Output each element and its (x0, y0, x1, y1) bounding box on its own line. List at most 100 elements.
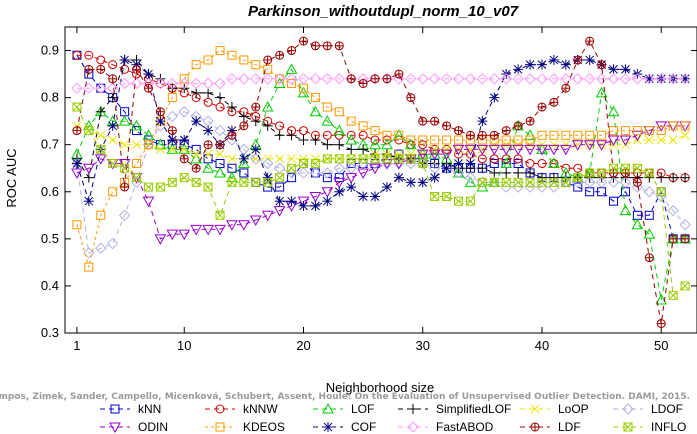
data-point-ldf (477, 130, 487, 140)
data-point-inflo (370, 154, 380, 164)
data-point-odin (249, 215, 262, 227)
data-point-inflo (632, 163, 642, 173)
legend-item-fastabod: FastABOD (398, 420, 494, 434)
data-point-inflo (561, 177, 571, 187)
data-point-odin (595, 140, 608, 151)
series-ldf (72, 36, 690, 329)
data-point-inflo (179, 173, 189, 183)
data-point-odin (548, 144, 560, 156)
data-point-knnw (215, 102, 225, 112)
data-point-loop (442, 145, 451, 154)
data-point-ldf (454, 126, 464, 136)
data-point-ldf (537, 102, 547, 112)
data-point-ldf (239, 121, 249, 131)
data-point-fastabod (190, 77, 202, 90)
data-point-knn (287, 173, 297, 183)
data-point-fastabod (309, 73, 322, 85)
data-point-fastabod (333, 73, 345, 85)
data-point-cof (381, 182, 392, 193)
data-point-lof (619, 204, 632, 216)
data-point-simplifiedlof (513, 167, 524, 178)
data-point-ldf (489, 130, 499, 140)
data-point-knnw (203, 97, 213, 107)
data-point-simplifiedlof (310, 134, 321, 145)
data-point-knnw (298, 126, 308, 136)
series-fastabod (71, 73, 691, 94)
data-point-fastabod (583, 73, 596, 85)
data-point-loop (573, 140, 583, 150)
data-point-odin (369, 163, 381, 175)
data-point-inflo (120, 163, 130, 173)
data-point-ldof (214, 124, 226, 137)
legend: kNN kNNW LOF SimplifiedLOF LoOP LDOF ODIN KDEOS… (100, 402, 686, 434)
y-tick-label: 0.8 (41, 90, 59, 105)
data-point-fastabod (273, 73, 286, 85)
data-point-fastabod (405, 73, 417, 85)
data-point-ldf (358, 78, 368, 88)
data-point-fastabod (524, 73, 536, 85)
data-point-fastabod (166, 77, 179, 90)
data-point-cof (179, 134, 190, 145)
data-point-fastabod (393, 73, 405, 85)
legend-label: LDF (558, 420, 581, 434)
data-point-ldof (166, 110, 179, 123)
data-point-kdeos (179, 74, 189, 84)
data-point-inflo (298, 159, 308, 169)
data-point-inflo (454, 196, 464, 206)
data-point-lof (500, 157, 513, 169)
data-point-loop (203, 149, 213, 159)
data-point-simplifiedlof (215, 92, 226, 103)
data-point-inflo (310, 159, 320, 169)
data-point-fastabod (476, 73, 489, 85)
legend-marker (322, 402, 334, 414)
data-point-lof (321, 115, 334, 126)
data-point-knnw (346, 130, 356, 140)
data-point-fastabod (297, 73, 310, 85)
data-point-kdeos (525, 135, 535, 145)
data-point-kdeos (215, 46, 225, 56)
data-point-ldof (452, 167, 465, 179)
data-point-inflo (191, 177, 201, 187)
data-point-fastabod (250, 73, 262, 85)
legend-item-cof: COF (313, 420, 376, 434)
data-point-loop (275, 154, 284, 164)
data-point-inflo (108, 159, 118, 169)
data-point-ldf (501, 126, 511, 136)
data-point-ldf (143, 83, 153, 93)
data-point-kdeos (358, 121, 368, 131)
data-point-lof (524, 129, 536, 140)
data-point-ldf (227, 130, 237, 140)
series-line-cof (76, 59, 686, 207)
data-point-knnw (334, 130, 344, 140)
data-point-inflo (215, 210, 225, 220)
data-point-ldof (595, 176, 608, 189)
data-point-simplifiedlof (346, 144, 357, 155)
legend-item-ldof: LDOF (613, 402, 683, 416)
data-point-knn (322, 173, 332, 183)
data-point-odin (631, 130, 644, 142)
data-point-ldf (632, 177, 642, 187)
data-point-cof (525, 59, 536, 70)
data-point-cof (346, 182, 357, 193)
data-point-cof (322, 196, 333, 207)
data-point-knnw (537, 159, 547, 169)
data-point-odin (166, 229, 179, 241)
data-point-loop (132, 140, 141, 150)
data-point-inflo (501, 177, 511, 187)
data-point-ldf (430, 116, 440, 126)
data-point-kdeos (430, 135, 440, 145)
data-point-inflo (537, 177, 547, 187)
data-point-ldf (191, 163, 201, 173)
data-point-inflo (84, 126, 94, 136)
data-point-kdeos (585, 130, 595, 140)
data-point-cof (608, 64, 619, 75)
data-point-ldf (108, 74, 118, 84)
data-point-fastabod (643, 73, 656, 85)
legend-item-lof: LOF (313, 402, 374, 416)
data-point-inflo (275, 173, 285, 183)
data-point-loop (430, 145, 440, 154)
data-point-fastabod (262, 73, 274, 85)
data-point-loop (191, 149, 201, 159)
data-point-inflo (465, 196, 475, 206)
data-point-lof (214, 166, 226, 178)
